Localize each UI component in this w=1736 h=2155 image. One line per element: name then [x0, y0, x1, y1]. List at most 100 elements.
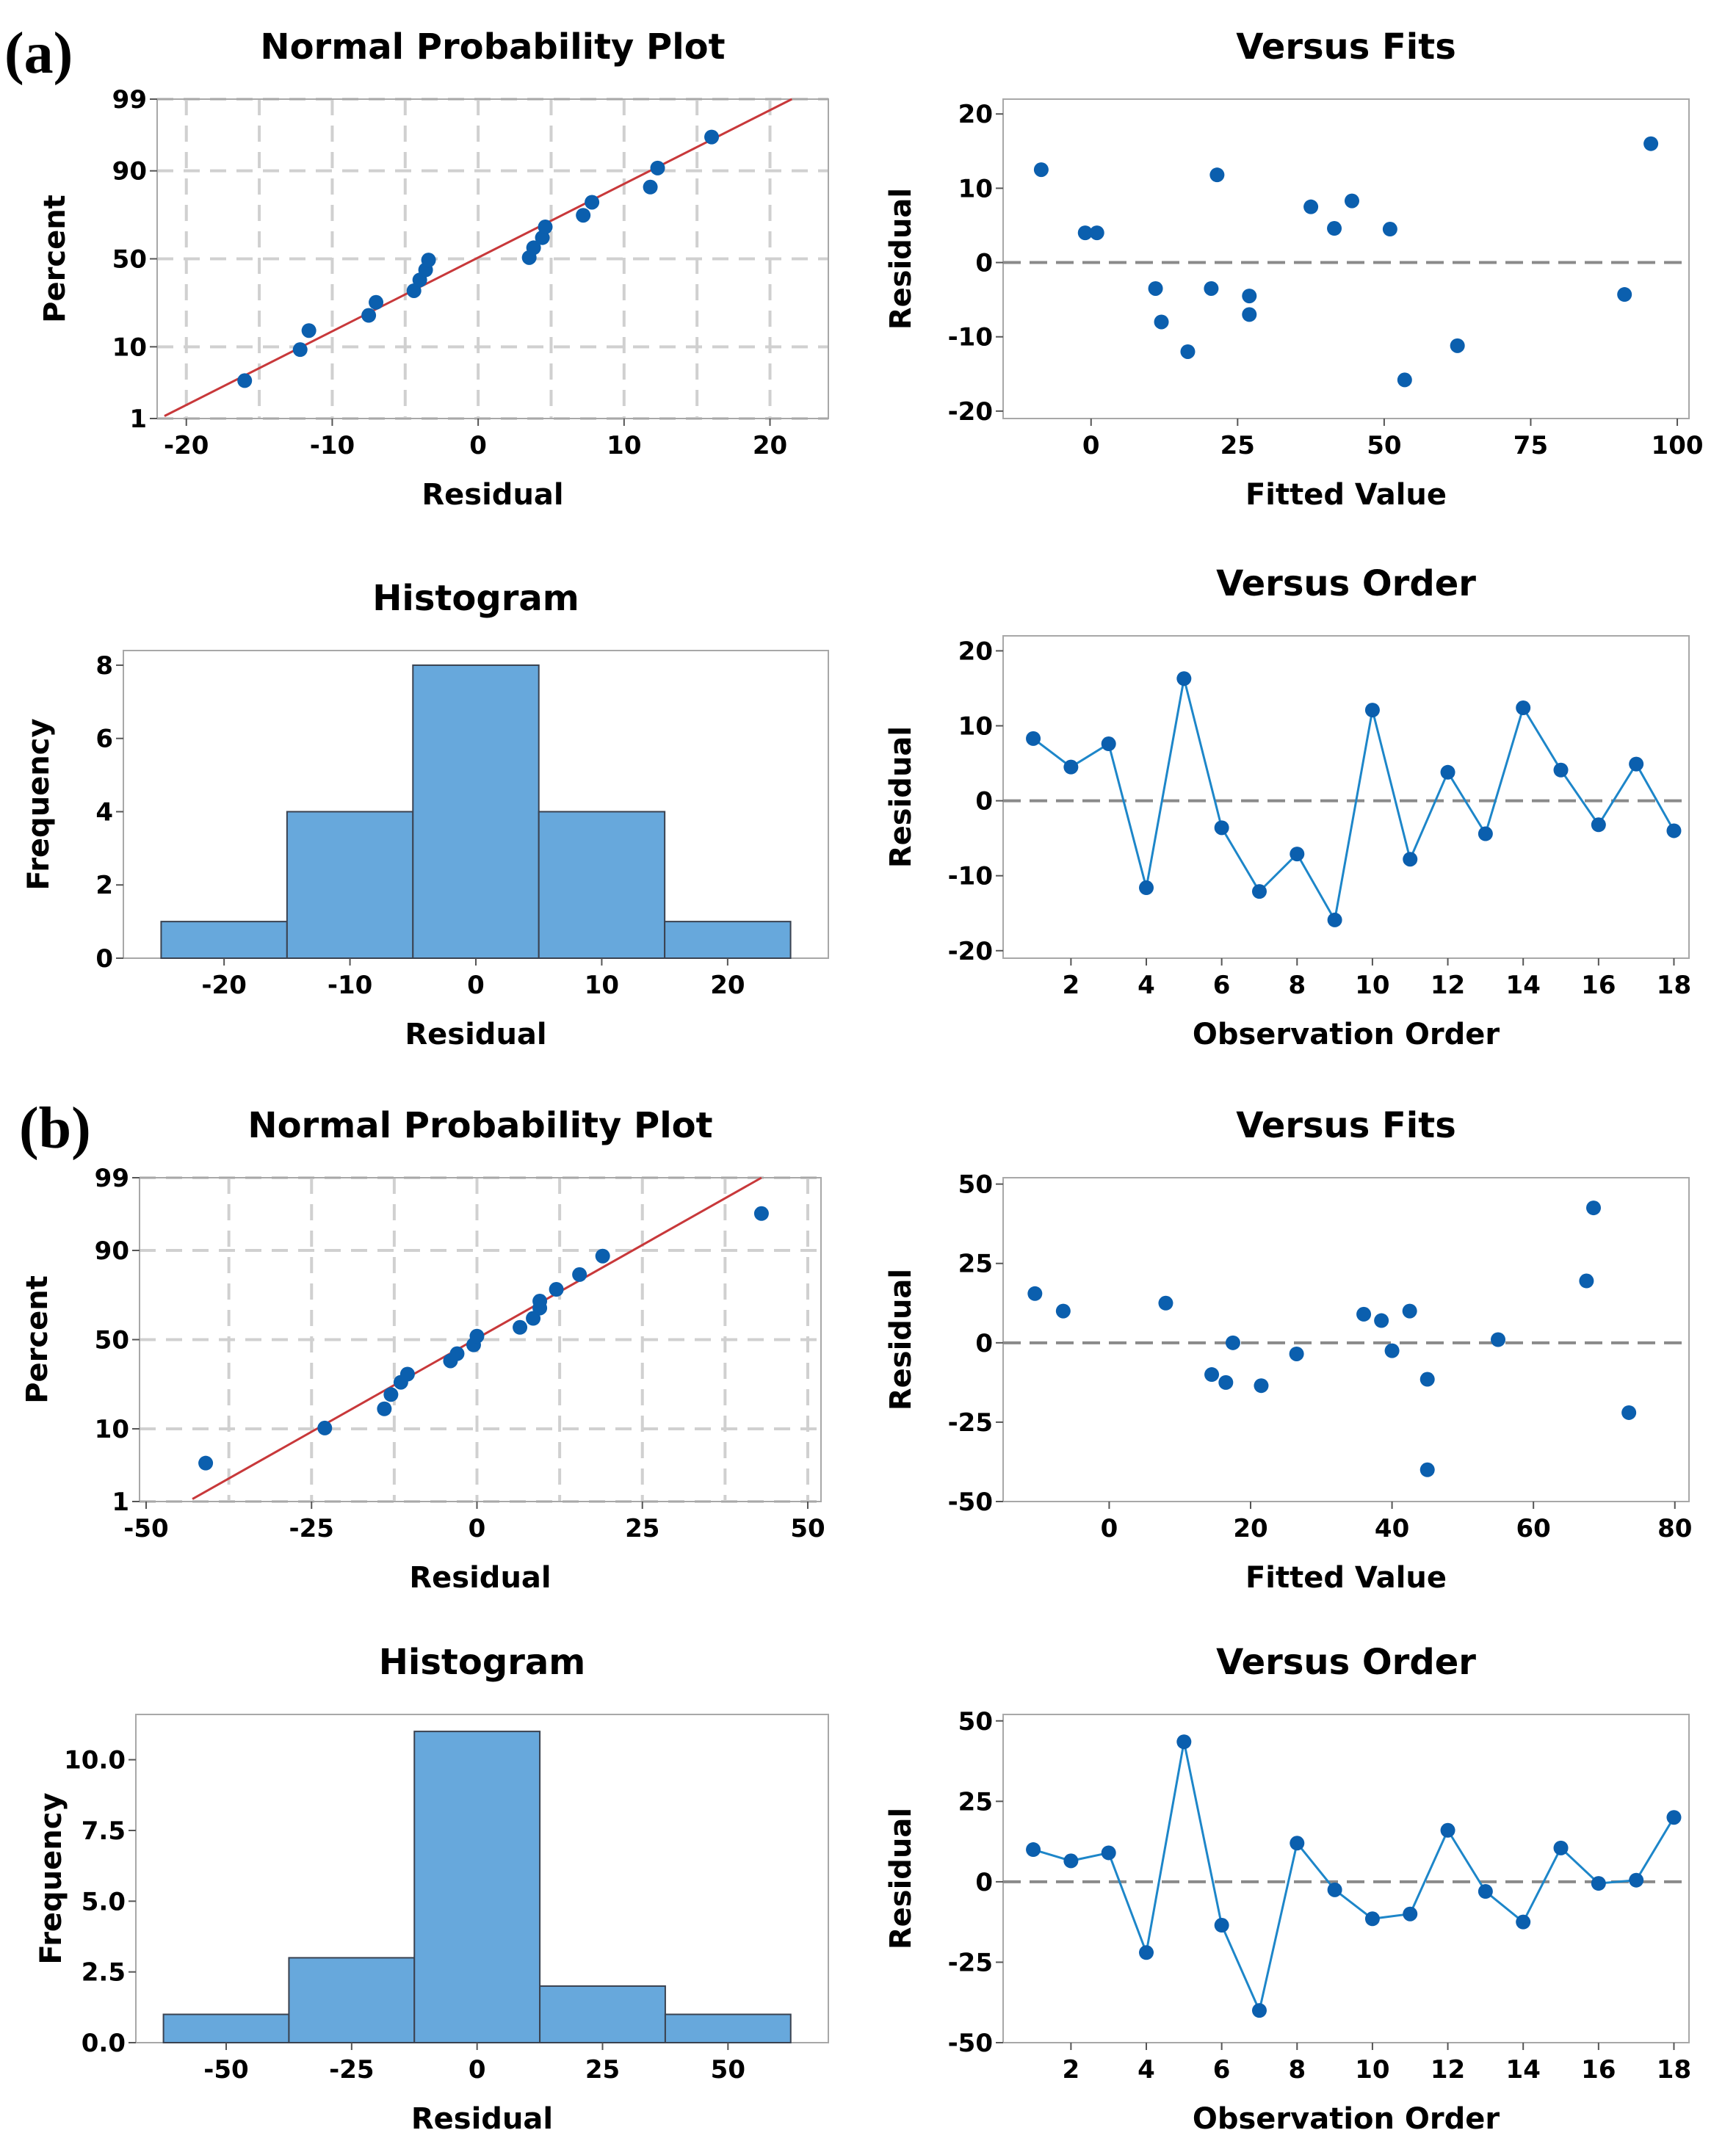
y-tick-label: 50: [112, 245, 147, 275]
chart-a-hist: -20 -10 0 10 20 0 2 4 6 8 Histogram Residual Frequen…: [22, 578, 829, 1051]
data-point: [572, 1267, 587, 1282]
x-axis-label: Residual: [411, 2102, 553, 2136]
y-tick-label: 25: [958, 1787, 993, 1817]
data-point: [1374, 1313, 1389, 1328]
data-point: [1382, 222, 1397, 237]
x-axis-label: Residual: [422, 478, 563, 512]
y-tick-label: -10: [948, 323, 993, 352]
data-point: [1225, 1335, 1240, 1350]
x-tick-label: 20: [710, 971, 745, 1000]
series-line: [1032, 1741, 1675, 2014]
y-axis-label: Residual: [884, 726, 918, 868]
y-tick-label: -25: [948, 1948, 993, 1977]
plot-frame: [1002, 635, 1690, 959]
y-tick-label: -50: [948, 2029, 993, 2058]
data-point: [1204, 1367, 1220, 1383]
data-point: [1027, 1286, 1043, 1301]
chart-title: Versus Fits: [1236, 26, 1456, 68]
x-tick-label: 18: [1657, 971, 1691, 1000]
x-tick-label: 6: [1213, 2055, 1231, 2085]
data-point: [383, 1387, 399, 1402]
data-point: [643, 179, 658, 195]
data-point: [1214, 820, 1229, 836]
histogram-bar: [413, 1731, 541, 2043]
y-tick-label: 50: [958, 1707, 993, 1736]
data-point: [1403, 1906, 1418, 1922]
plot-frame: [1002, 1177, 1690, 1502]
data-point: [1026, 1842, 1041, 1858]
x-tick-label: 40: [1375, 1514, 1409, 1543]
data-point: [1055, 1303, 1071, 1319]
x-tick-label: 16: [1581, 2055, 1616, 2085]
data-point: [1629, 1872, 1644, 1888]
data-point: [1077, 225, 1093, 241]
x-tick-label: 10: [607, 431, 641, 460]
chart-b-fits: 0 20 40 60 80 -50 -25 0 25 50 Versus Fits Fitted Va…: [884, 1105, 1692, 1595]
data-point: [1364, 703, 1380, 718]
histogram-bar: [412, 664, 540, 959]
data-point: [1629, 756, 1644, 772]
histogram-bar: [162, 2013, 290, 2044]
x-tick-label: 0: [469, 431, 487, 460]
data-point: [595, 1248, 610, 1264]
histogram-bar: [288, 1957, 416, 2043]
y-tick-label: 10: [958, 174, 993, 203]
x-tick-label: -25: [289, 1514, 334, 1543]
data-point: [361, 308, 377, 323]
y-axis-label: Residual: [884, 1269, 918, 1410]
x-tick-label: -20: [164, 431, 209, 460]
y-tick-label: 0: [975, 1868, 993, 1897]
data-point: [1242, 289, 1257, 304]
chart-title: Versus Order: [1216, 563, 1476, 604]
y-tick-label: 99: [112, 85, 147, 115]
x-tick-label: 100: [1652, 431, 1704, 460]
data-point: [1617, 287, 1632, 303]
data-point: [1139, 880, 1154, 896]
y-tick-label: -50: [948, 1488, 993, 1517]
chart-b-npp: -50 -25 0 25 50 1 10 50 90 99 Normal Probability P…: [21, 1105, 825, 1595]
chart-a-npp: -20 -10 0 10 20 1 10 50 90 99 Normal Probability P…: [38, 26, 829, 512]
x-tick-label: 14: [1506, 2055, 1541, 2085]
plot-frame: [1002, 98, 1690, 419]
data-point: [449, 1346, 465, 1361]
data-point: [576, 208, 591, 223]
data-point: [1553, 762, 1569, 778]
x-tick-label: -10: [310, 431, 355, 460]
data-point: [1491, 1332, 1506, 1347]
chart-b-hist: -50 -25 0 25 50 0.0 2.5 5.0 7.5 10.0 Histogram Resi…: [35, 1642, 829, 2136]
y-tick-label: 8: [95, 651, 113, 681]
x-tick-label: 10: [1355, 2055, 1389, 2085]
y-tick-label: 0: [975, 1329, 993, 1358]
chart-title: Histogram: [379, 1642, 586, 1683]
y-tick-label: -20: [948, 937, 993, 966]
data-point: [1176, 1734, 1192, 1750]
y-tick-label: 10: [958, 712, 993, 742]
y-tick-label: 6: [95, 725, 113, 754]
x-tick-label: 10: [585, 971, 619, 1000]
chart-title: Histogram: [372, 578, 579, 619]
data-point: [1218, 1375, 1234, 1390]
panel-label-b: (b): [19, 1096, 91, 1161]
x-tick-label: 0: [469, 1514, 486, 1543]
data-point: [1327, 912, 1342, 927]
y-tick-label: 4: [95, 797, 113, 827]
x-tick-label: 16: [1581, 971, 1616, 1000]
y-tick-label: 2: [95, 871, 113, 900]
histogram-bar: [664, 2013, 792, 2044]
x-tick-label: 20: [1233, 1514, 1267, 1543]
data-point: [1214, 1918, 1229, 1933]
y-axis-label: Percent: [38, 195, 72, 323]
data-point: [237, 373, 253, 388]
x-axis-label: Fitted Value: [1245, 478, 1447, 512]
y-tick-label: 90: [95, 1236, 129, 1266]
y-tick-label: 10.0: [64, 1746, 126, 1775]
x-tick-label: 0: [469, 2055, 486, 2085]
x-tick-label: 8: [1288, 2055, 1306, 2085]
data-point: [1450, 338, 1465, 353]
x-tick-label: 8: [1288, 971, 1306, 1000]
data-point: [704, 129, 720, 145]
y-tick-label: 90: [112, 157, 147, 186]
y-tick-label: 99: [95, 1164, 129, 1193]
y-tick-label: 0: [975, 787, 993, 816]
x-tick-label: 75: [1513, 431, 1548, 460]
